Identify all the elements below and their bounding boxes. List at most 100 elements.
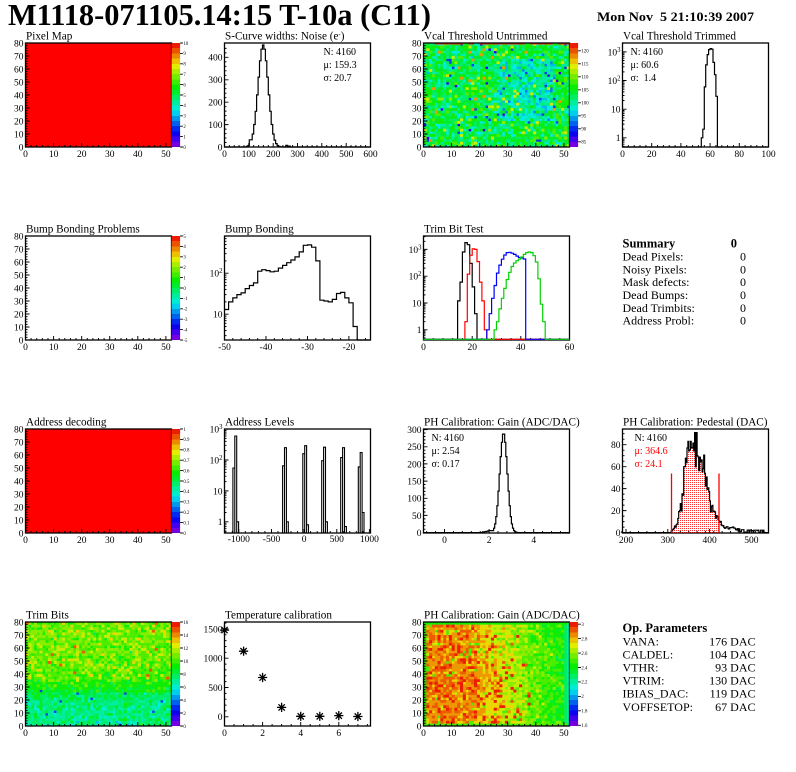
svg-text:40: 40 (611, 485, 621, 495)
svg-text:102: 102 (409, 271, 423, 283)
svg-text:1: 1 (183, 428, 186, 433)
svg-text:70: 70 (14, 52, 24, 62)
svg-text:0: 0 (740, 314, 746, 328)
svg-text:70: 70 (14, 438, 24, 448)
svg-text:1.6: 1.6 (581, 724, 588, 729)
svg-text:0.2: 0.2 (183, 511, 190, 516)
svg-text:Pixel Map: Pixel Map (26, 30, 73, 42)
svg-text:10: 10 (49, 536, 59, 546)
svg-text:30: 30 (412, 104, 422, 114)
svg-text:0: 0 (19, 529, 24, 539)
svg-text:20: 20 (647, 150, 657, 160)
svg-text:2: 2 (260, 729, 265, 739)
svg-text:0: 0 (23, 729, 28, 739)
svg-text:200: 200 (266, 150, 281, 160)
svg-text:300: 300 (290, 150, 305, 160)
svg-text:6: 6 (336, 729, 341, 739)
svg-text:119 DAC: 119 DAC (710, 687, 756, 701)
svg-text:103: 103 (409, 244, 423, 256)
svg-text:Noisy Pixels:: Noisy Pixels: (623, 262, 687, 276)
svg-text:0: 0 (218, 713, 223, 723)
svg-text:PH Calibration: Pedestal (DAC): PH Calibration: Pedestal (DAC) (623, 416, 768, 428)
svg-text:0: 0 (421, 150, 426, 160)
svg-text:50: 50 (161, 536, 171, 546)
svg-text:0: 0 (19, 143, 24, 153)
svg-text:1000: 1000 (204, 655, 223, 665)
svg-text:PH Calibration: Gain (ADC/DAC): PH Calibration: Gain (ADC/DAC) (424, 416, 580, 428)
svg-text:0: 0 (731, 237, 737, 251)
svg-text:115: 115 (581, 63, 589, 68)
svg-text:10: 10 (49, 343, 59, 353)
svg-text:4: 4 (531, 536, 536, 546)
svg-text:102: 102 (210, 455, 224, 467)
svg-text:5: 5 (183, 235, 186, 240)
svg-text:N: 4160: N: 4160 (635, 433, 668, 444)
svg-text:40: 40 (412, 670, 422, 680)
svg-text:Dead Pixels:: Dead Pixels: (623, 250, 684, 264)
svg-text:60: 60 (565, 343, 575, 353)
svg-text:μ: 159.3: μ: 159.3 (324, 60, 357, 71)
svg-text:9: 9 (183, 52, 186, 57)
svg-text:-3: -3 (183, 318, 188, 323)
svg-text:4: 4 (183, 245, 186, 250)
svg-text:3: 3 (183, 256, 186, 261)
svg-text:σ: 0.17: σ: 0.17 (432, 459, 460, 470)
svg-text:20: 20 (14, 117, 24, 127)
svg-text:PH Calibration: Gain (ADC/DAC): PH Calibration: Gain (ADC/DAC) (424, 609, 580, 621)
svg-text:Summary: Summary (623, 237, 677, 251)
svg-text:60: 60 (14, 644, 24, 654)
svg-text:2: 2 (487, 536, 492, 546)
svg-text:-20: -20 (343, 343, 356, 353)
svg-text:0: 0 (19, 722, 24, 732)
svg-text:500: 500 (339, 150, 354, 160)
svg-text:50: 50 (161, 729, 171, 739)
svg-text:10: 10 (14, 323, 24, 333)
svg-text:500: 500 (208, 684, 223, 694)
svg-text:60: 60 (611, 463, 621, 473)
svg-text:0: 0 (183, 287, 186, 292)
svg-text:0.9: 0.9 (183, 438, 190, 443)
svg-text:20: 20 (77, 343, 87, 353)
svg-text:10: 10 (14, 516, 24, 526)
svg-text:Vcal Threshold Untrimmed: Vcal Threshold Untrimmed (424, 30, 548, 42)
svg-text:VOFFSETOP:: VOFFSETOP: (623, 700, 693, 714)
svg-text:S-Curve widths: Noise (e-): S-Curve widths: Noise (e-) (225, 30, 345, 42)
svg-text:3: 3 (581, 623, 584, 628)
svg-text:VANA:: VANA: (623, 634, 659, 648)
svg-text:150: 150 (407, 478, 422, 488)
svg-text:10: 10 (213, 487, 223, 497)
svg-text:200: 200 (407, 460, 422, 470)
svg-text:60: 60 (14, 451, 24, 461)
svg-text:-50: -50 (218, 343, 231, 353)
svg-text:400: 400 (208, 54, 223, 64)
svg-text:μ: 364.6: μ: 364.6 (635, 446, 668, 457)
svg-text:60: 60 (412, 65, 422, 75)
svg-text:40: 40 (133, 343, 143, 353)
svg-text:μ: 60.6: μ: 60.6 (631, 60, 659, 71)
svg-text:90: 90 (581, 128, 586, 133)
svg-text:M1118-071105.14:15 T-10a (C11): M1118-071105.14:15 T-10a (C11) (8, 0, 431, 32)
svg-text:100: 100 (761, 150, 776, 160)
svg-text:30: 30 (105, 150, 115, 160)
svg-text:20: 20 (77, 536, 87, 546)
svg-text:30: 30 (14, 490, 24, 500)
svg-text:0: 0 (222, 729, 227, 739)
svg-text:40: 40 (412, 91, 422, 101)
svg-text:60: 60 (705, 150, 715, 160)
svg-text:4: 4 (183, 104, 186, 109)
svg-text:0: 0 (620, 150, 625, 160)
svg-text:0.4: 0.4 (183, 490, 190, 495)
svg-text:7: 7 (183, 73, 186, 78)
svg-text:50: 50 (161, 150, 171, 160)
svg-text:-2: -2 (183, 308, 188, 313)
svg-text:5: 5 (183, 94, 186, 99)
svg-text:Address Levels: Address Levels (225, 416, 294, 428)
svg-text:40: 40 (676, 150, 686, 160)
svg-text:0: 0 (417, 722, 422, 732)
svg-text:176 DAC: 176 DAC (709, 634, 755, 648)
svg-text:4: 4 (183, 699, 186, 704)
svg-text:30: 30 (105, 343, 115, 353)
svg-text:2.4: 2.4 (581, 666, 588, 671)
svg-text:20: 20 (412, 696, 422, 706)
svg-text:0: 0 (183, 146, 186, 151)
